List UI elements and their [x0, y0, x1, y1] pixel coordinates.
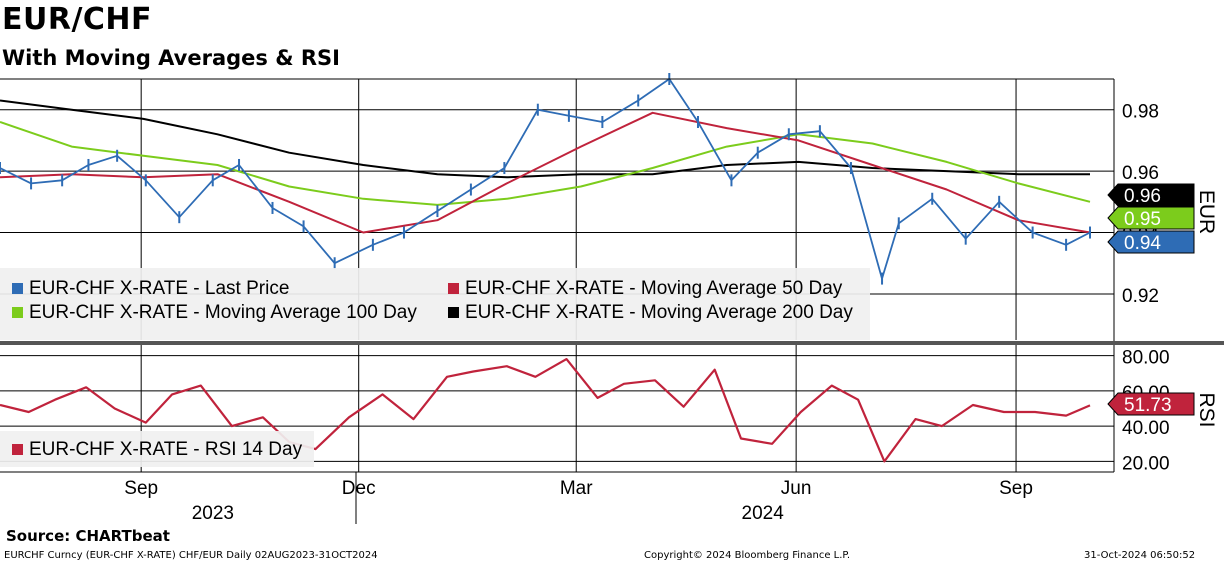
x-tick-label: Sep: [999, 478, 1033, 499]
x-tick-label: Mar: [560, 478, 593, 499]
legend-label-ma200: EUR-CHF X-RATE - Moving Average 200 Day: [465, 302, 853, 323]
chart-title: EUR/CHF: [2, 2, 153, 37]
rsi-tick-label: 80.00: [1122, 348, 1170, 369]
x-tick-label: Sep: [124, 478, 158, 499]
end-label-ma100: 0.95: [1107, 206, 1195, 230]
footer-copyright: Copyright© 2024 Bloomberg Finance L.P.: [644, 550, 851, 561]
legend-label-ma50: EUR-CHF X-RATE - Moving Average 50 Day: [465, 278, 843, 299]
x-tick-label: Jun: [781, 478, 812, 499]
price-tick-label: 0.92: [1122, 286, 1159, 307]
rsi-legend: EUR-CHF X-RATE - RSI 14 Day: [0, 431, 314, 467]
footer-timestamp: 31-Oct-2024 06:50:52: [1084, 550, 1196, 561]
year-label: 2024: [742, 503, 785, 524]
legend-swatch-price: [12, 283, 23, 294]
end-label-ma200-text: 0.96: [1124, 186, 1161, 207]
price-legend-bg: [0, 268, 870, 340]
series-rsi: [0, 358, 1091, 463]
source-label: Source: CHARTbeat: [6, 527, 170, 545]
series-ma100: [0, 121, 1091, 206]
legend-label-price: EUR-CHF X-RATE - Last Price: [29, 278, 289, 299]
panel-separator: [0, 341, 1224, 345]
rsi-axis-title: RSI: [1195, 392, 1218, 427]
legend-swatch-ma200: [448, 307, 459, 318]
end-label-ma200-shape: [1107, 183, 1195, 207]
series-price: [0, 78, 1091, 280]
end-label-ma200: 0.96: [1107, 183, 1195, 207]
footer-ticker-info: EURCHF Curncy (EUR-CHF X-RATE) CHF/EUR D…: [4, 550, 378, 561]
legend-label-rsi: EUR-CHF X-RATE - RSI 14 Day: [29, 439, 303, 460]
end-label-ma100-text: 0.95: [1124, 209, 1161, 230]
legend-label-ma100: EUR-CHF X-RATE - Moving Average 100 Day: [29, 302, 417, 323]
legend-layer: EUR-CHF X-RATE - Last Price EUR-CHF X-RAT…: [0, 268, 870, 467]
series-layer: [0, 73, 1091, 463]
axis-layer: 0.920.940.960.9820.0040.0060.0080.00SepD…: [124, 102, 1218, 524]
legend-swatch-ma100: [12, 307, 23, 318]
price-legend: EUR-CHF X-RATE - Last Price EUR-CHF X-RAT…: [0, 268, 870, 340]
end-label-price-text: 0.94: [1124, 233, 1161, 254]
price-axis-title: EUR: [1195, 190, 1218, 234]
end-label-price: 0.94: [1107, 230, 1195, 254]
end-label-rsi-shape: [1107, 392, 1195, 416]
year-label: 2023: [192, 503, 234, 524]
end-label-rsi: 51.73: [1107, 392, 1195, 416]
x-tick-label: Dec: [342, 478, 376, 499]
end-label-price-shape: [1107, 230, 1195, 254]
price-tick-label: 0.96: [1122, 163, 1159, 184]
price-tick-label: 0.98: [1122, 102, 1159, 123]
legend-swatch-rsi: [12, 444, 23, 455]
rsi-legend-bg: [0, 431, 314, 467]
rsi-tick-label: 40.00: [1122, 418, 1170, 439]
series-ma50: [0, 111, 1091, 234]
chart-subtitle: With Moving Averages & RSI: [2, 46, 340, 70]
end-label-rsi-text: 51.73: [1124, 395, 1172, 416]
rsi-tick-label: 20.00: [1122, 453, 1170, 474]
series-ma200: [0, 99, 1090, 179]
legend-swatch-ma50: [448, 283, 459, 294]
end-label-ma100-shape: [1107, 206, 1195, 230]
